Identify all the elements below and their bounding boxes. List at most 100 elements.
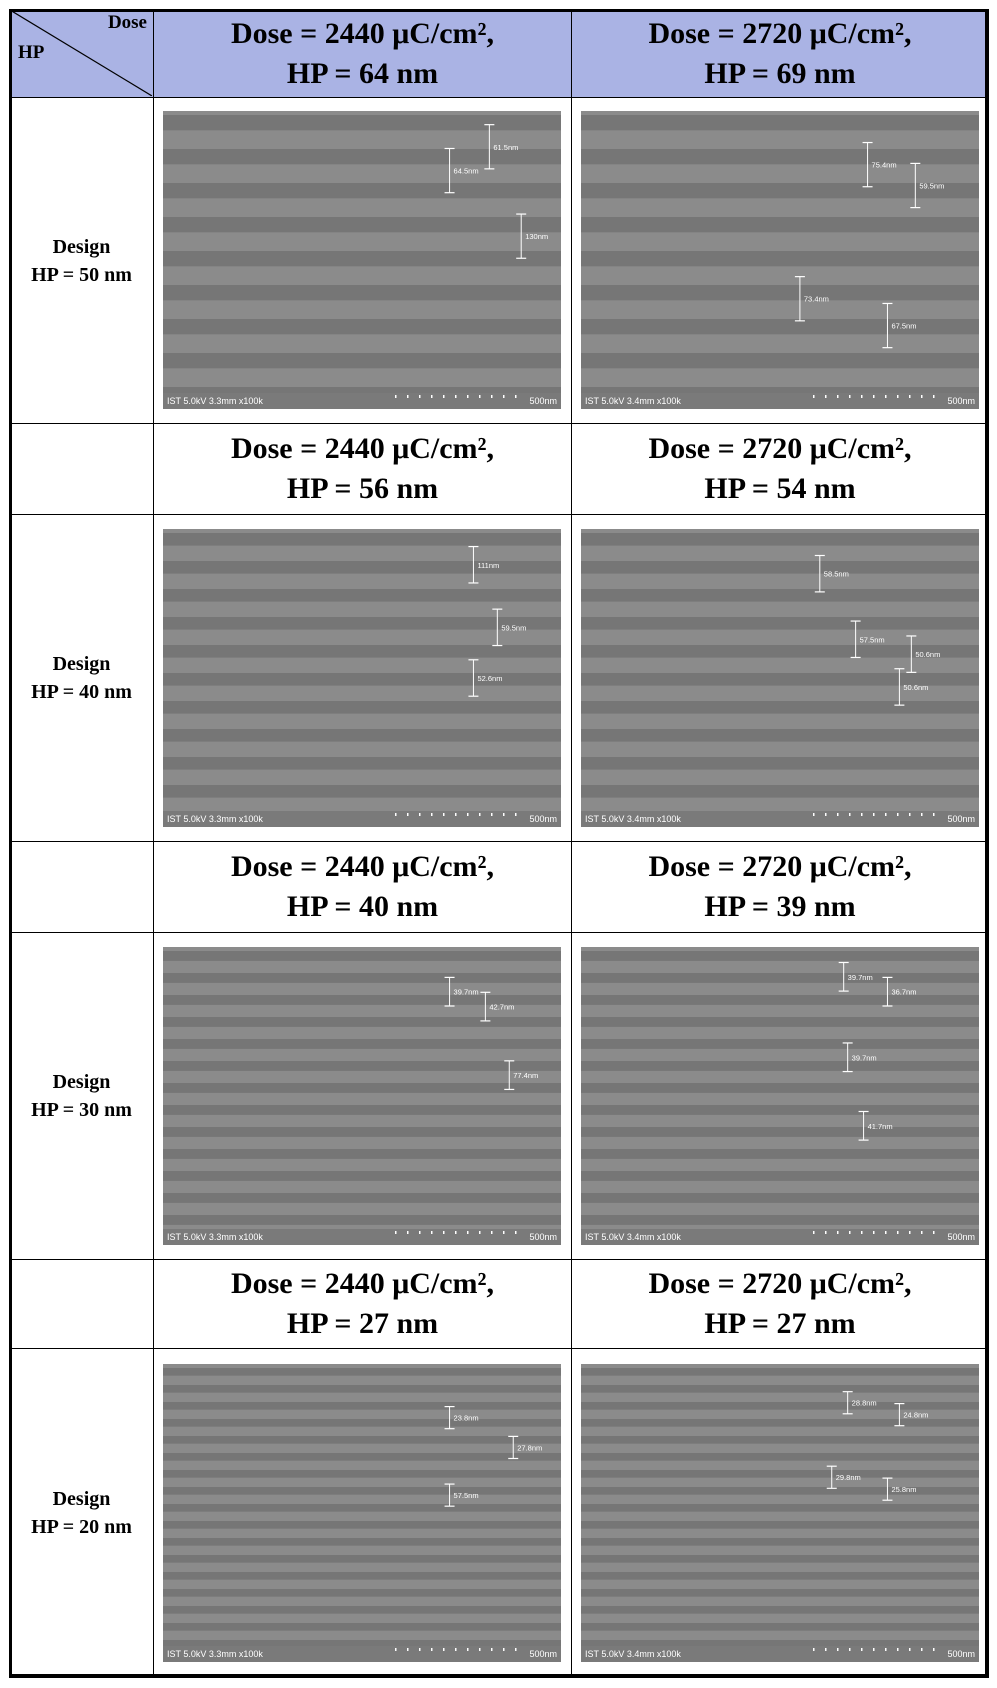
scale-tick bbox=[825, 1648, 827, 1651]
scale-tick bbox=[419, 813, 421, 816]
line-pattern bbox=[581, 1538, 979, 1546]
line-pattern bbox=[163, 319, 561, 334]
line-pattern bbox=[581, 353, 979, 368]
scale-tick bbox=[825, 813, 827, 816]
sem-info: IST 5.0kV 3.3mm x100k bbox=[167, 1649, 263, 1659]
line-pattern bbox=[163, 561, 561, 574]
line-pattern bbox=[581, 217, 979, 232]
design-hp: HP = 40 nm bbox=[10, 678, 153, 706]
line-pattern bbox=[163, 973, 561, 983]
scale-tick bbox=[849, 1648, 851, 1651]
scale-tick bbox=[921, 813, 923, 816]
line-pattern bbox=[163, 1171, 561, 1181]
scale-tick bbox=[479, 395, 481, 398]
caption-cell: Dose = 2440 μC/cm²,HP = 27 nm bbox=[153, 1259, 572, 1349]
image-cell: IST 5.0kV 3.3mm x100k500nm111nm59.5nm52.… bbox=[153, 514, 572, 842]
design-label: Design bbox=[10, 1485, 153, 1513]
line-pattern bbox=[163, 217, 561, 232]
line-pattern bbox=[163, 1606, 561, 1614]
caption-cell: Dose = 2440 μC/cm²,HP = 64 nm bbox=[153, 9, 572, 98]
measure-label: 25.8nm bbox=[891, 1485, 916, 1494]
scale-tick bbox=[395, 395, 397, 398]
image-cell: IST 5.0kV 3.4mm x100k500nm28.8nm24.8nm29… bbox=[571, 1348, 989, 1678]
hp-label: HP = 69 nm bbox=[572, 54, 988, 94]
line-pattern bbox=[581, 1419, 979, 1427]
design-cell: DesignHP = 40 nm bbox=[9, 514, 154, 842]
scale-tick bbox=[849, 813, 851, 816]
sem-scale: 500nm bbox=[529, 396, 557, 406]
scale-tick bbox=[849, 395, 851, 398]
hp-label: HP = 27 nm bbox=[572, 1304, 988, 1344]
line-pattern bbox=[581, 1193, 979, 1203]
measure-label: 67.5nm bbox=[891, 322, 916, 331]
scale-tick bbox=[419, 395, 421, 398]
scale-tick bbox=[467, 813, 469, 816]
line-pattern bbox=[163, 1521, 561, 1529]
scale-tick bbox=[515, 395, 517, 398]
line-pattern bbox=[581, 1105, 979, 1115]
scale-tick bbox=[921, 1648, 923, 1651]
dose-label: Dose = 2440 μC/cm², bbox=[154, 14, 571, 54]
line-pattern bbox=[581, 589, 979, 602]
hp-label: HP = 54 nm bbox=[572, 469, 988, 509]
line-pattern bbox=[581, 1171, 979, 1181]
line-pattern bbox=[163, 785, 561, 798]
scale-tick bbox=[813, 813, 815, 816]
scale-tick bbox=[407, 395, 409, 398]
line-pattern bbox=[163, 1105, 561, 1115]
measure-label: 36.7nm bbox=[891, 987, 916, 996]
scale-tick bbox=[813, 1648, 815, 1651]
dose-label: Dose = 2720 μC/cm², bbox=[572, 847, 988, 887]
measure-label: 73.4nm bbox=[803, 295, 828, 304]
line-pattern bbox=[581, 729, 979, 742]
line-pattern bbox=[581, 285, 979, 300]
sem-scale: 500nm bbox=[529, 814, 557, 824]
hp-label: HP = 56 nm bbox=[154, 469, 571, 509]
measure-label: 27.8nm bbox=[517, 1443, 542, 1452]
line-pattern bbox=[581, 1385, 979, 1393]
column-header: Dose bbox=[108, 12, 147, 34]
sem-info: IST 5.0kV 3.3mm x100k bbox=[167, 1232, 263, 1242]
sem-image: IST 5.0kV 3.3mm x100k500nm61.5nm64.5nm13… bbox=[163, 111, 561, 409]
measure-label: 29.8nm bbox=[835, 1473, 860, 1482]
scale-tick bbox=[443, 813, 445, 816]
measure-label: 50.6nm bbox=[915, 650, 940, 659]
measure-label: 57.5nm bbox=[454, 1491, 479, 1500]
measure-label: 61.5nm bbox=[493, 143, 518, 152]
scale-tick bbox=[479, 1648, 481, 1651]
line-pattern bbox=[163, 757, 561, 770]
scale-tick bbox=[503, 1648, 505, 1651]
corner-cell: Dose HP bbox=[9, 9, 154, 98]
sem-scale: 500nm bbox=[947, 1232, 975, 1242]
line-pattern bbox=[581, 1127, 979, 1137]
image-cell: IST 5.0kV 3.3mm x100k500nm39.7nm42.7nm77… bbox=[153, 932, 572, 1260]
scale-tick bbox=[491, 1231, 493, 1234]
line-pattern bbox=[581, 1589, 979, 1597]
scale-tick bbox=[909, 1648, 911, 1651]
line-pattern bbox=[581, 1436, 979, 1444]
sem-info: IST 5.0kV 3.4mm x100k bbox=[585, 396, 681, 406]
design-hp: HP = 30 nm bbox=[10, 1096, 153, 1124]
line-pattern bbox=[581, 701, 979, 714]
design-hp: HP = 20 nm bbox=[10, 1513, 153, 1541]
line-pattern bbox=[163, 251, 561, 266]
line-pattern bbox=[163, 589, 561, 602]
dose-label: Dose = 2720 μC/cm², bbox=[572, 1264, 988, 1304]
sem-image: IST 5.0kV 3.4mm x100k500nm39.7nm36.7nm39… bbox=[581, 947, 979, 1245]
scale-tick bbox=[873, 395, 875, 398]
caption-cell: Dose = 2720 μC/cm²,HP = 69 nm bbox=[571, 9, 989, 98]
scale-tick bbox=[825, 395, 827, 398]
caption-cell: Dose = 2440 μC/cm²,HP = 40 nm bbox=[153, 841, 572, 933]
scale-tick bbox=[407, 1231, 409, 1234]
scale-tick bbox=[395, 813, 397, 816]
line-pattern bbox=[581, 1555, 979, 1563]
scale-tick bbox=[885, 813, 887, 816]
scale-tick bbox=[419, 1231, 421, 1234]
scale-tick bbox=[897, 1648, 899, 1651]
measure-label: 111nm bbox=[477, 560, 499, 569]
line-pattern bbox=[581, 1487, 979, 1495]
measure-label: 23.8nm bbox=[454, 1413, 479, 1422]
dose-label: Dose = 2720 μC/cm², bbox=[572, 14, 988, 54]
line-pattern bbox=[581, 785, 979, 798]
scale-tick bbox=[921, 1231, 923, 1234]
